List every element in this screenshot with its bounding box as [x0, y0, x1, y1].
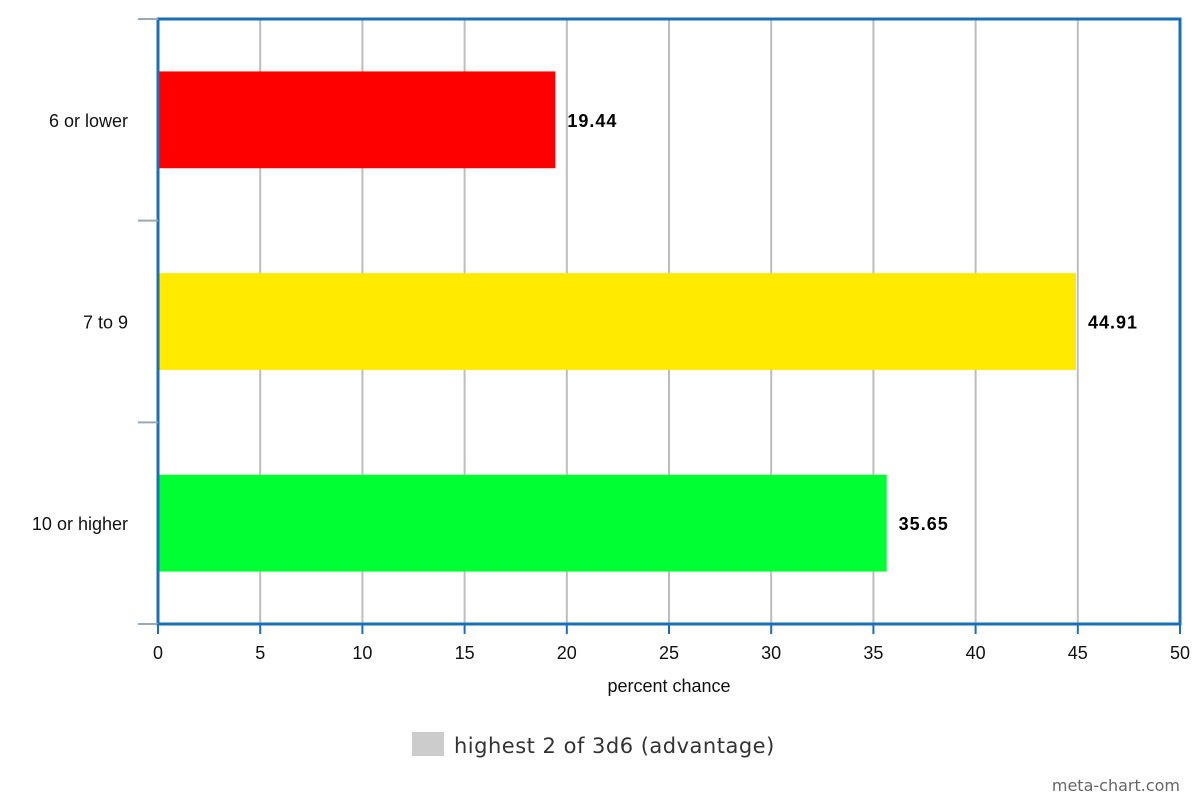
- labels: 19.44 44.91 35.65 6 or lower 7 to 9 10 or hig…: [32, 111, 1190, 663]
- x-tick-label: 5: [255, 643, 265, 663]
- watermark-credit: meta-chart.com: [1052, 776, 1180, 795]
- x-tick-label: 30: [761, 643, 781, 663]
- legend-swatch: [412, 732, 444, 756]
- legend-label: highest 2 of 3d6 (advantage): [454, 734, 775, 758]
- x-tick-label: 0: [153, 643, 163, 663]
- x-tick-label: 40: [966, 643, 986, 663]
- data-label: 19.44: [567, 111, 617, 131]
- x-tick-label: 35: [863, 643, 883, 663]
- bar: [158, 71, 556, 169]
- legend: highest 2 of 3d6 (advantage): [412, 732, 775, 758]
- data-label: 35.65: [899, 514, 949, 534]
- data-label: 44.91: [1088, 313, 1138, 333]
- x-tick-label: 20: [557, 643, 577, 663]
- x-tick-label: 10: [352, 643, 372, 663]
- x-axis-title: percent chance: [607, 676, 730, 696]
- bars: [158, 71, 1076, 572]
- bar: [158, 273, 1076, 370]
- x-tick-label: 25: [659, 643, 679, 663]
- axes: [138, 18, 1181, 634]
- x-tick-label: 50: [1170, 643, 1190, 663]
- category-label: 10 or higher: [32, 514, 128, 534]
- x-tick-label: 15: [455, 643, 475, 663]
- category-label: 7 to 9: [83, 313, 128, 333]
- x-tick-label: 45: [1068, 643, 1088, 663]
- category-label: 6 or lower: [49, 111, 128, 131]
- bar: [158, 474, 887, 572]
